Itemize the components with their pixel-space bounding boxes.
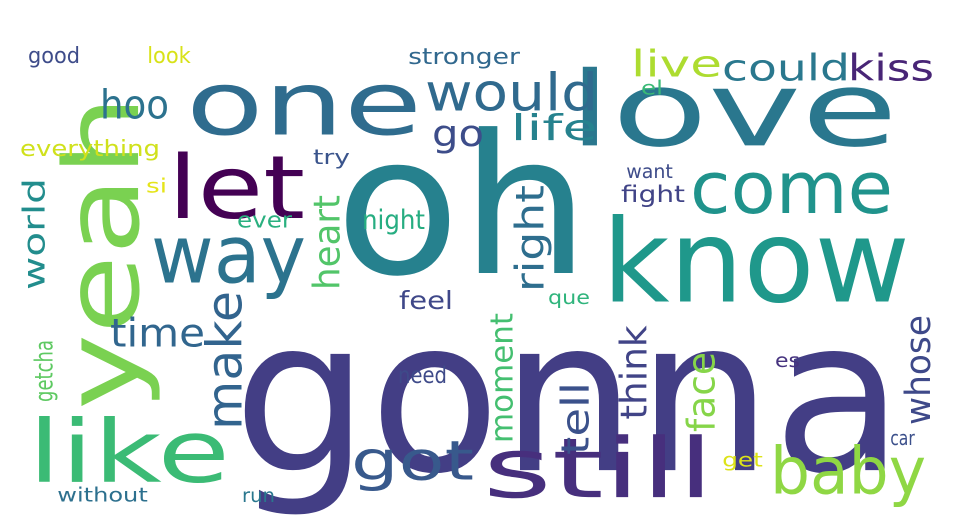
word-come: come xyxy=(690,146,893,230)
word-one: one xyxy=(186,52,422,156)
word-look: look xyxy=(147,44,191,69)
word-everything: everything xyxy=(20,136,160,161)
word-car: car xyxy=(890,427,915,451)
word-go: go xyxy=(432,112,484,155)
word-good: good xyxy=(28,44,80,70)
word-que: que xyxy=(548,286,590,308)
word-run: run xyxy=(242,484,275,507)
word-like: like xyxy=(28,402,230,502)
word-baby: baby xyxy=(770,433,926,509)
word-way: way xyxy=(151,208,306,302)
word-time: time xyxy=(110,310,205,356)
word-tell: tell xyxy=(555,382,599,455)
word-got: got xyxy=(351,430,474,493)
word-could: could xyxy=(722,47,850,90)
word-right: right xyxy=(508,185,553,292)
word-world: world xyxy=(18,178,52,290)
word-make: make xyxy=(196,291,253,430)
word-kiss: kiss xyxy=(848,47,934,90)
word-si: si xyxy=(146,176,167,198)
word-moment: moment xyxy=(484,313,520,443)
word-let: let xyxy=(168,137,305,238)
word-want: want xyxy=(626,160,673,183)
word-oh: oh xyxy=(335,93,590,318)
word-getcha: getcha xyxy=(31,340,60,402)
word-hoo: hoo xyxy=(100,82,169,129)
word-night: night xyxy=(362,205,425,236)
word-need: need xyxy=(398,363,447,390)
word-live: live xyxy=(631,42,722,86)
word-love: love xyxy=(568,50,898,170)
word-el: el xyxy=(641,77,663,100)
word-whose: whose xyxy=(899,315,939,425)
word-fight: fight xyxy=(621,182,685,209)
word-still: still xyxy=(483,421,714,518)
word-feel: feel xyxy=(399,287,453,316)
word-es: es xyxy=(775,349,800,372)
word-think: think xyxy=(613,325,656,420)
word-get: get xyxy=(722,449,763,472)
word-without: without xyxy=(57,484,148,506)
word-face: face xyxy=(679,352,723,432)
word-try: try xyxy=(313,145,350,169)
word-heart: heart xyxy=(305,195,349,290)
word-yeah: yeah xyxy=(43,95,163,410)
word-stronger: stronger xyxy=(408,44,520,70)
word-gonna: gonna xyxy=(233,274,904,521)
word-would: would xyxy=(425,62,598,122)
word-life: life xyxy=(511,108,598,149)
word-know: know xyxy=(602,196,910,329)
word-ever: ever xyxy=(237,208,292,233)
